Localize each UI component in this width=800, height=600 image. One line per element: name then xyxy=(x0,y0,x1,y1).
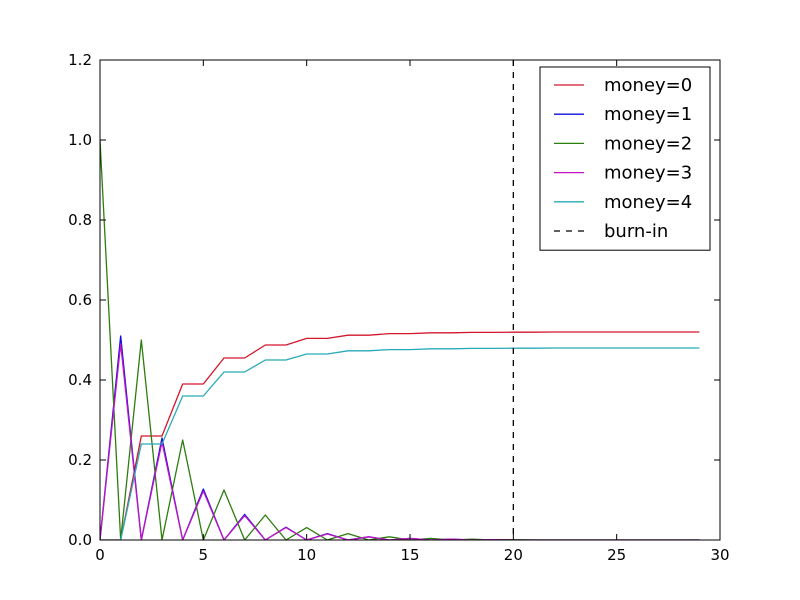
x-tick-label: 5 xyxy=(199,546,209,564)
series-line-money=3 xyxy=(100,343,700,540)
legend-label-money=4: money=4 xyxy=(604,192,692,213)
series-group xyxy=(100,60,700,540)
legend-label-money=1: money=1 xyxy=(604,104,692,125)
series-line-money=0 xyxy=(100,331,700,540)
legend: money=0 money=1 money=2 money=3 money=4 burn-… xyxy=(539,66,711,251)
y-tick-label: 0.8 xyxy=(68,211,92,229)
axes: 0 5 10 15 20 25 30 0.0 0.2 0.4 0.6 0.8 1.0 1.2 xyxy=(68,51,729,564)
y-tick-label: 0.6 xyxy=(68,291,92,309)
x-tick-label: 15 xyxy=(400,546,419,564)
y-tick-label: 0.0 xyxy=(68,531,92,549)
legend-label-money=2: money=2 xyxy=(604,133,692,154)
x-tick-label: 30 xyxy=(710,546,729,564)
legend-label-money=3: money=3 xyxy=(604,163,692,184)
x-tick-label: 0 xyxy=(95,546,105,564)
plot-area xyxy=(100,60,700,540)
y-tick-label: 1.2 xyxy=(68,51,92,69)
x-tick-label: 25 xyxy=(607,546,626,564)
series-line-money=4 xyxy=(100,347,700,540)
y-tick-label: 0.4 xyxy=(68,371,92,389)
x-tick-label: 10 xyxy=(297,546,316,564)
legend-label-money=0: money=0 xyxy=(604,75,692,96)
x-tick-label: 20 xyxy=(504,546,523,564)
legend-box xyxy=(539,66,711,251)
legend-label-burn-in: burn-in xyxy=(604,221,668,242)
y-tick-label: 0.2 xyxy=(68,451,92,469)
series-line-money=2 xyxy=(100,139,700,540)
y-tick-label: 1.0 xyxy=(68,131,92,149)
